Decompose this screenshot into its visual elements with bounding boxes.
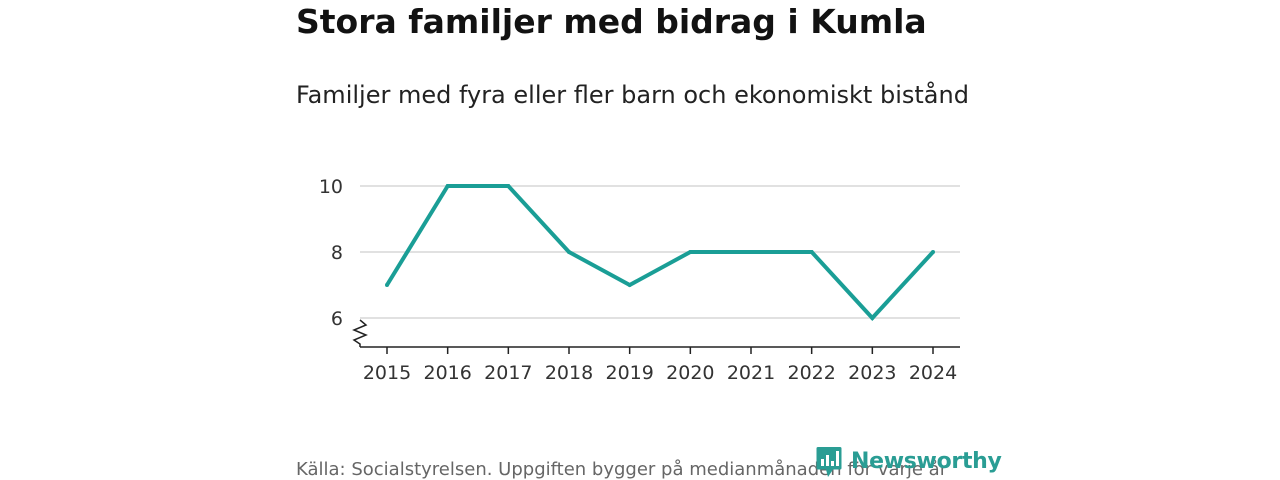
x-tick-label-2018: 2018 <box>545 362 593 384</box>
source-note: Källa: Socialstyrelsen. Uppgiften bygger… <box>296 459 948 480</box>
series-line-0 <box>385 184 935 321</box>
data-point-2019 <box>627 283 632 287</box>
chart-title: Stora familjer med bidrag i Kumla <box>296 2 927 41</box>
axis-layer <box>352 319 960 354</box>
x-tick-label-2020: 2020 <box>666 362 714 384</box>
newsworthy-logo-icon <box>816 447 842 477</box>
data-point-2016 <box>445 184 450 188</box>
x-tick-label-2021: 2021 <box>727 362 775 384</box>
data-point-2023 <box>870 316 875 320</box>
x-tick-label-2023: 2023 <box>848 362 896 384</box>
brand-logo: Newsworthy <box>816 446 1002 478</box>
y-tick-label-6: 6 <box>331 308 343 330</box>
x-axis-labels: 2015 2016 2017 2018 2019 2020 2021 2022 2023 2024 <box>363 362 957 384</box>
data-point-2024 <box>931 250 935 254</box>
y-tick-label-8: 8 <box>331 242 343 264</box>
x-tick-label-2017: 2017 <box>484 362 532 384</box>
brand-name: Newsworthy <box>851 449 1002 474</box>
series-layer <box>385 184 935 321</box>
chart-subtitle: Familjer med fyra eller fler barn och ek… <box>296 81 969 109</box>
data-point-2017 <box>506 184 511 188</box>
data-point-2018 <box>567 250 571 254</box>
y-axis-labels: 6 8 10 <box>319 176 343 330</box>
grid-layer <box>360 185 960 319</box>
axis-break-zigzag <box>352 319 368 347</box>
data-point-2015 <box>385 283 389 287</box>
x-tick-label-2015: 2015 <box>363 362 411 384</box>
y-tick-label-10: 10 <box>319 176 343 198</box>
x-tick-label-2019: 2019 <box>605 362 653 384</box>
data-point-2020 <box>688 250 693 254</box>
x-tick-label-2016: 2016 <box>423 362 471 384</box>
data-point-2022 <box>809 250 814 254</box>
x-tick-label-2022: 2022 <box>787 362 835 384</box>
data-point-2021 <box>749 250 753 254</box>
x-tick-label-2024: 2024 <box>909 362 957 384</box>
